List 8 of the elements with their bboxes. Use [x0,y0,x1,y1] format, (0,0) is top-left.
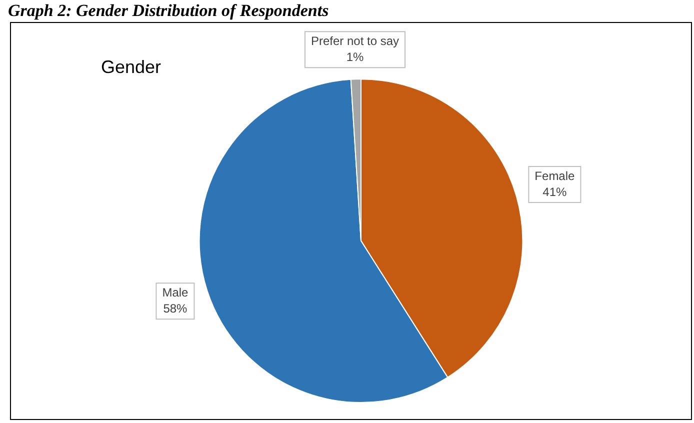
data-label: 58% [163,301,188,316]
text: Gender [101,56,162,77]
slice-label: Prefer not to say [310,34,400,48]
slice-label: Male [162,285,189,300]
data-label: 41% [542,184,568,199]
caption: Graph 2: Gender Distribution of Respondents [7,0,330,22]
slice-label: Female [534,168,576,183]
data-label: 1% [346,50,364,64]
